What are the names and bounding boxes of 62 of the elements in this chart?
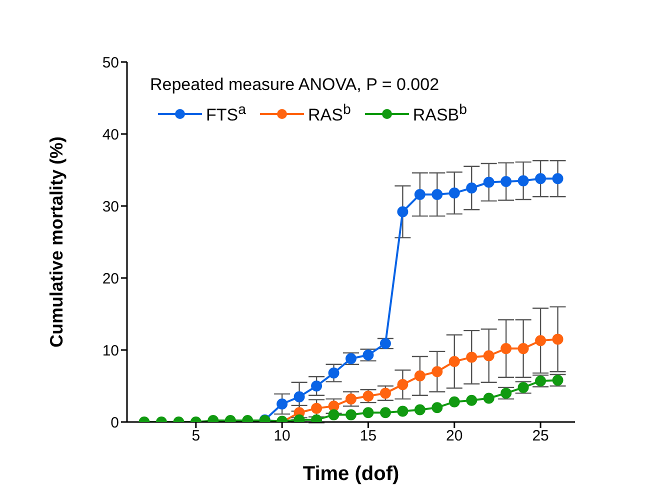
point <box>518 382 529 393</box>
point <box>432 188 443 200</box>
point <box>448 356 460 368</box>
point <box>500 388 512 399</box>
point <box>432 366 443 378</box>
y-tick-label: 0 <box>110 414 119 432</box>
x-tick-label: 5 <box>192 428 200 445</box>
y-tick-label: 10 <box>102 342 119 360</box>
point <box>397 379 408 390</box>
point <box>552 374 564 386</box>
y-tick-label: 50 <box>102 54 119 72</box>
point <box>276 398 288 410</box>
point <box>466 352 478 363</box>
point <box>448 396 460 408</box>
point <box>397 206 408 218</box>
point <box>311 380 322 392</box>
point <box>466 394 478 406</box>
point <box>535 375 546 386</box>
annotation: Repeated measure ANOVA, P = 0.002 <box>150 75 440 95</box>
point <box>466 182 478 194</box>
point <box>518 343 529 354</box>
point <box>346 409 356 420</box>
point <box>552 334 564 345</box>
legend-label: RASB$^{b}$ <box>412 102 467 126</box>
point <box>294 391 305 402</box>
y-axis-title: Cumulative mortality (%) <box>46 136 66 348</box>
point <box>518 175 529 186</box>
point <box>500 176 512 188</box>
point <box>397 406 408 417</box>
point <box>448 188 460 199</box>
point <box>414 370 426 382</box>
x-tick-label: 15 <box>360 428 377 445</box>
point <box>362 390 374 402</box>
point <box>483 392 494 404</box>
x-axis-title: Time (dof) <box>302 463 400 485</box>
x-tick-label: 20 <box>446 428 463 445</box>
y-tick-label: 20 <box>102 270 119 288</box>
legend-label: RAS$^{b}$ <box>308 102 351 126</box>
point <box>500 343 512 354</box>
point <box>328 409 340 420</box>
point <box>362 407 374 418</box>
point <box>380 388 391 399</box>
legend-label: FTS$^{a}$ <box>206 102 246 126</box>
point <box>483 176 494 188</box>
point <box>535 335 546 346</box>
point <box>311 402 322 414</box>
point <box>328 368 340 379</box>
point <box>380 338 391 350</box>
point <box>362 350 374 361</box>
y-tick-label: 30 <box>102 198 119 216</box>
point <box>380 407 391 418</box>
point <box>432 402 443 414</box>
x-tick-label: 25 <box>532 428 549 445</box>
y-tick-label: 40 <box>102 126 119 144</box>
point <box>483 350 494 362</box>
point <box>346 353 356 364</box>
point <box>346 393 356 404</box>
point <box>414 188 426 200</box>
x-tick-label: 10 <box>274 428 290 445</box>
point <box>552 173 564 184</box>
point <box>414 404 426 416</box>
point <box>535 173 546 184</box>
